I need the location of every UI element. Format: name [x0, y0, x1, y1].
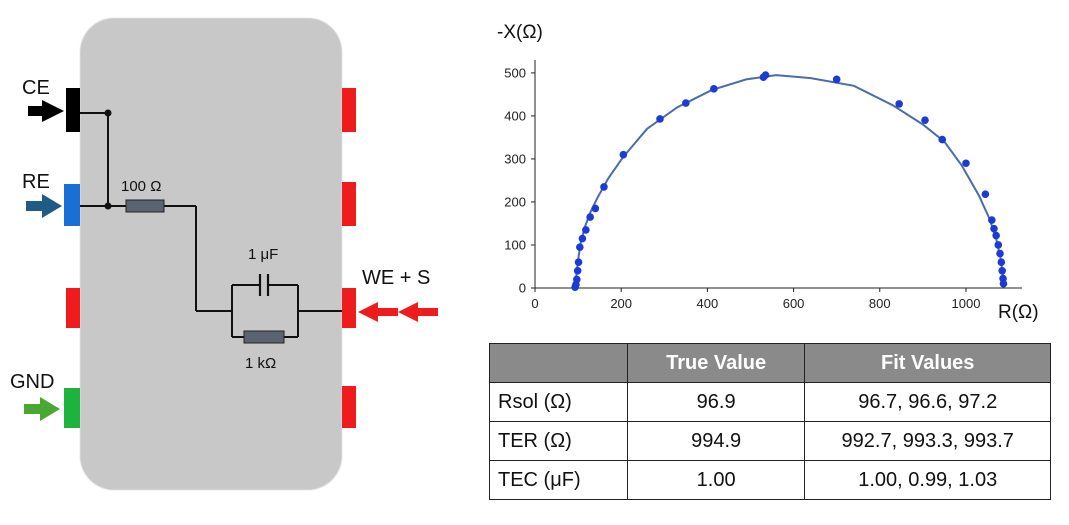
resistor-series-symbol [125, 199, 165, 213]
fit-line [574, 74, 1005, 289]
true-value-cell: 994.9 [626, 421, 806, 461]
data-point [921, 116, 929, 125]
data-point [573, 266, 582, 275]
data-point [962, 159, 970, 168]
re-label: RE [22, 171, 50, 193]
x-tick-label: 1000 [952, 296, 981, 311]
data-point [832, 75, 841, 84]
left-red-pad [66, 288, 80, 328]
true-value-cell: 1.00 [626, 460, 806, 500]
capacitor-label: 1 μF [248, 246, 278, 263]
x-tick-label: 600 [783, 296, 805, 311]
data-point [996, 249, 1004, 258]
y-tick-label: 0 [519, 281, 526, 296]
data-point [576, 243, 584, 251]
data-point [998, 266, 1006, 275]
param-cell: TEC (μF) [489, 460, 628, 500]
data-point [988, 216, 996, 224]
right-pad-4 [342, 386, 356, 428]
data-point [999, 279, 1008, 288]
table-row: Rsol (Ω) 96.9 96.7, 96.6, 97.2 [489, 382, 1051, 422]
table-row: TER (Ω) 994.9 992.7, 993.3, 993.7 [489, 421, 1051, 461]
device-diagram: CE RE GND WE + S 100 Ω 1 μF 1 kΩ [10, 18, 438, 490]
data-point [997, 258, 1006, 266]
header-fit-values: Fit Values [804, 343, 1051, 383]
x-tick-label: 400 [697, 296, 719, 311]
ce-arrow [28, 100, 64, 122]
data-point [582, 226, 590, 234]
y-tick-label: 100 [504, 237, 526, 252]
re-pad [64, 184, 80, 226]
y-tick-label: 400 [504, 108, 526, 123]
data-point [761, 71, 770, 79]
x-tick-label: 0 [531, 296, 538, 311]
data-points-series [571, 71, 1008, 291]
device-body [80, 18, 342, 490]
data-point [578, 234, 587, 243]
fit-values-cell: 992.7, 993.3, 993.7 [804, 421, 1051, 461]
x-tick-label: 800 [869, 296, 891, 311]
ce-label: CE [22, 77, 50, 99]
gnd-pad [64, 388, 80, 428]
true-value-cell: 96.9 [626, 382, 806, 422]
junction-dot-re [104, 202, 112, 210]
data-point [895, 100, 903, 108]
table-header-row: True Value Fit Values [489, 343, 1051, 383]
data-point [994, 241, 1003, 249]
ce-pad [66, 88, 80, 132]
data-point [591, 204, 600, 213]
data-point [938, 135, 947, 144]
data-point [990, 224, 998, 233]
we-s-label: WE + S [362, 267, 430, 289]
data-point [981, 190, 990, 199]
data-point [656, 115, 664, 123]
y-tick-label: 500 [504, 65, 526, 80]
resistor-parallel-label: 1 kΩ [245, 355, 276, 372]
results-table: True Value Fit Values Rsol (Ω) 96.9 96.7… [489, 343, 1051, 500]
data-point [574, 258, 583, 266]
data-point [586, 213, 594, 221]
resistor-series-label: 100 Ω [121, 178, 161, 195]
resistor-parallel-symbol [243, 330, 285, 344]
junction-dot-ce [104, 109, 112, 117]
data-point [710, 85, 718, 93]
param-cell: Rsol (Ω) [489, 382, 628, 422]
we-s-pad [342, 288, 356, 328]
gnd-label: GND [10, 371, 54, 393]
fit-line-series [574, 74, 1005, 289]
circuit-wires [80, 112, 342, 338]
x-tick-label: 200 [610, 296, 632, 311]
right-pad-2 [342, 182, 356, 226]
param-cell: TER (Ω) [489, 421, 628, 461]
gnd-arrow [24, 397, 60, 421]
data-point [600, 183, 608, 191]
chart-axes: 0 200 400 600 800 1000 0 100 200 300 400 500 [504, 60, 1022, 311]
data-point [682, 99, 690, 107]
table-row: TEC (μF) 1.00 1.00, 0.99, 1.03 [489, 460, 1051, 500]
fit-values-cell: 96.7, 96.6, 97.2 [804, 382, 1051, 422]
re-arrow [26, 194, 62, 218]
right-pad-1 [342, 88, 356, 132]
x-axis-title: R(Ω) [998, 302, 1039, 323]
y-tick-label: 200 [504, 194, 526, 209]
y-tick-label: 300 [504, 151, 526, 166]
header-true-value: True Value [626, 343, 806, 383]
data-point [992, 231, 1000, 240]
we-s-arrows [358, 302, 438, 322]
capacitor-symbol [258, 274, 270, 296]
header-parameter [489, 343, 628, 383]
fit-values-cell: 1.00, 0.99, 1.03 [804, 460, 1051, 500]
data-point [573, 275, 581, 284]
y-axis-title: -X(Ω) [497, 22, 543, 43]
data-point [619, 150, 628, 159]
